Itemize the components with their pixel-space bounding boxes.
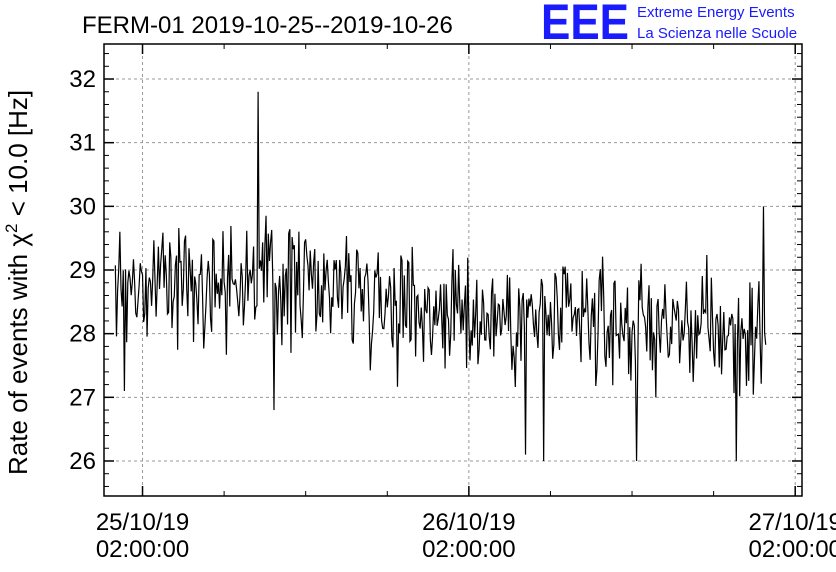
- x-tick-date: 27/10/19: [748, 509, 836, 536]
- x-tick-time: 02:00:00: [96, 536, 189, 563]
- eee-logo-mark: EEE: [541, 0, 629, 50]
- x-tick-time: 02:00:00: [422, 536, 515, 563]
- eee-logo: EEE Extreme Energy Events La Scienza nel…: [541, 0, 797, 50]
- y-tick-label: 32: [69, 66, 96, 93]
- x-tick-date: 25/10/19: [96, 509, 189, 536]
- x-axis-ticks: 25/10/1902:00:0026/10/1902:00:0027/10/19…: [96, 44, 836, 563]
- y-tick-label: 28: [69, 321, 96, 348]
- logo-line-1: Extreme Energy Events: [637, 4, 795, 21]
- y-tick-label: 27: [69, 384, 96, 411]
- x-tick-date: 26/10/19: [422, 509, 515, 536]
- y-tick-label: 30: [69, 193, 96, 220]
- rate-series: [114, 91, 767, 461]
- y-axis-ticks: 26 27 28 29 30 31 32: [69, 53, 802, 487]
- rate-series-line: [114, 91, 767, 461]
- logo-line-2: La Scienza nelle Scuole: [637, 25, 797, 42]
- chart-title: FERM-01 2019-10-25--2019-10-26: [82, 12, 453, 39]
- x-tick-time: 02:00:00: [748, 536, 836, 563]
- y-tick-label: 31: [69, 130, 96, 157]
- y-axis-label: Rate of events with χ2 < 10.0 [Hz]: [2, 90, 33, 475]
- y-tick-label: 26: [69, 448, 96, 475]
- y-tick-label: 29: [69, 257, 96, 284]
